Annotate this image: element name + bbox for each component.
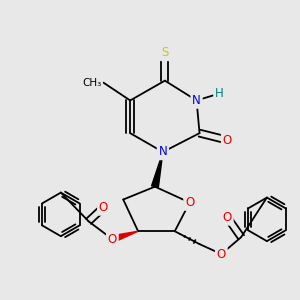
Text: O: O [99, 201, 108, 214]
Text: O: O [108, 233, 117, 246]
Polygon shape [111, 231, 138, 242]
Text: O: O [223, 134, 232, 147]
Text: O: O [217, 248, 226, 260]
Text: S: S [161, 46, 169, 59]
Text: O: O [223, 211, 232, 224]
Text: H: H [215, 87, 224, 100]
Text: N: N [158, 146, 167, 158]
Polygon shape [152, 152, 163, 188]
Text: CH₃: CH₃ [82, 78, 101, 88]
Text: N: N [192, 94, 201, 107]
Text: O: O [185, 196, 194, 209]
